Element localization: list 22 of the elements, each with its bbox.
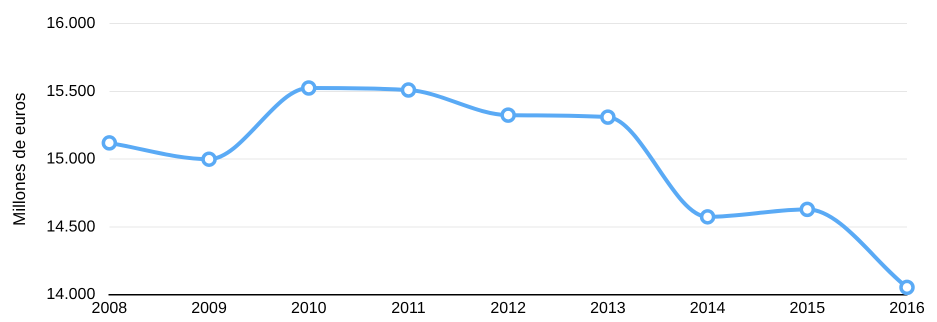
- x-tick-label: 2014: [690, 300, 726, 317]
- x-tick-label: 2011: [391, 300, 426, 317]
- point: [400, 82, 416, 98]
- y-tick-label: 15.000: [46, 150, 96, 168]
- point: [800, 202, 816, 218]
- point: [899, 280, 915, 296]
- x-tick-label: 2010: [290, 300, 327, 317]
- y-tick-label: 14.500: [46, 218, 96, 236]
- y-axis-title: Millones de euros: [10, 92, 29, 226]
- point: [201, 151, 217, 167]
- point: [600, 109, 616, 125]
- x-tick-label: 2016: [889, 300, 925, 317]
- x-tick-label: 2015: [789, 300, 826, 317]
- x-tick-label: 2009: [191, 300, 227, 317]
- point: [301, 80, 317, 96]
- x-tick-label: 2013: [590, 300, 626, 317]
- y-tick-label: 16.000: [46, 15, 96, 32]
- point: [500, 107, 516, 123]
- x-tick-label: 2012: [490, 300, 526, 317]
- y-tick-label: 15.500: [46, 82, 96, 100]
- point: [102, 135, 118, 151]
- point: [700, 209, 716, 225]
